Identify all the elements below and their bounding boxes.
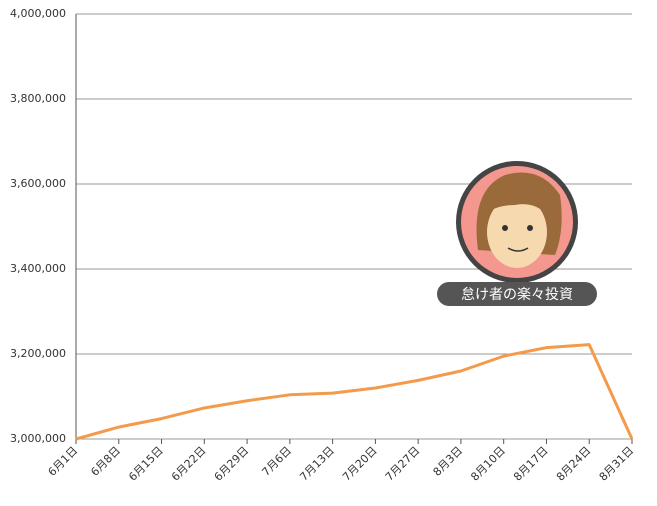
y-tick-label: 3,200,000	[10, 347, 66, 360]
x-tick-label: 8月10日	[468, 444, 508, 484]
x-tick-label: 6月22日	[169, 444, 209, 484]
x-tick-label: 6月15日	[126, 444, 166, 484]
line-series	[75, 343, 634, 441]
y-tick-label: 3,600,000	[10, 177, 66, 190]
x-tick-label: 6月1日	[46, 444, 81, 479]
y-tick-label: 3,000,000	[10, 432, 66, 445]
x-tick-label: 8月3日	[431, 444, 466, 479]
watermark: 怠け者の楽々投資	[461, 287, 573, 303]
x-tick-label: 7月6日	[259, 444, 294, 479]
avatar: 怠け者の楽々投資	[437, 161, 597, 306]
y-tick-label: 4,000,000	[10, 7, 66, 20]
x-tick-label: 7月20日	[340, 444, 380, 484]
y-tick-label: 3,400,000	[10, 262, 66, 275]
y-tick-label: 3,800,000	[10, 92, 66, 105]
x-tick-label: 6月8日	[88, 444, 123, 479]
x-tick-label: 8月17日	[511, 444, 551, 484]
x-tick-label: 6月29日	[212, 444, 252, 484]
x-tick-label: 7月27日	[383, 444, 423, 484]
x-tick-label: 7月13日	[297, 444, 337, 484]
x-tick-label: 8月24日	[554, 444, 594, 484]
x-tick-label: 8月31日	[597, 444, 637, 484]
